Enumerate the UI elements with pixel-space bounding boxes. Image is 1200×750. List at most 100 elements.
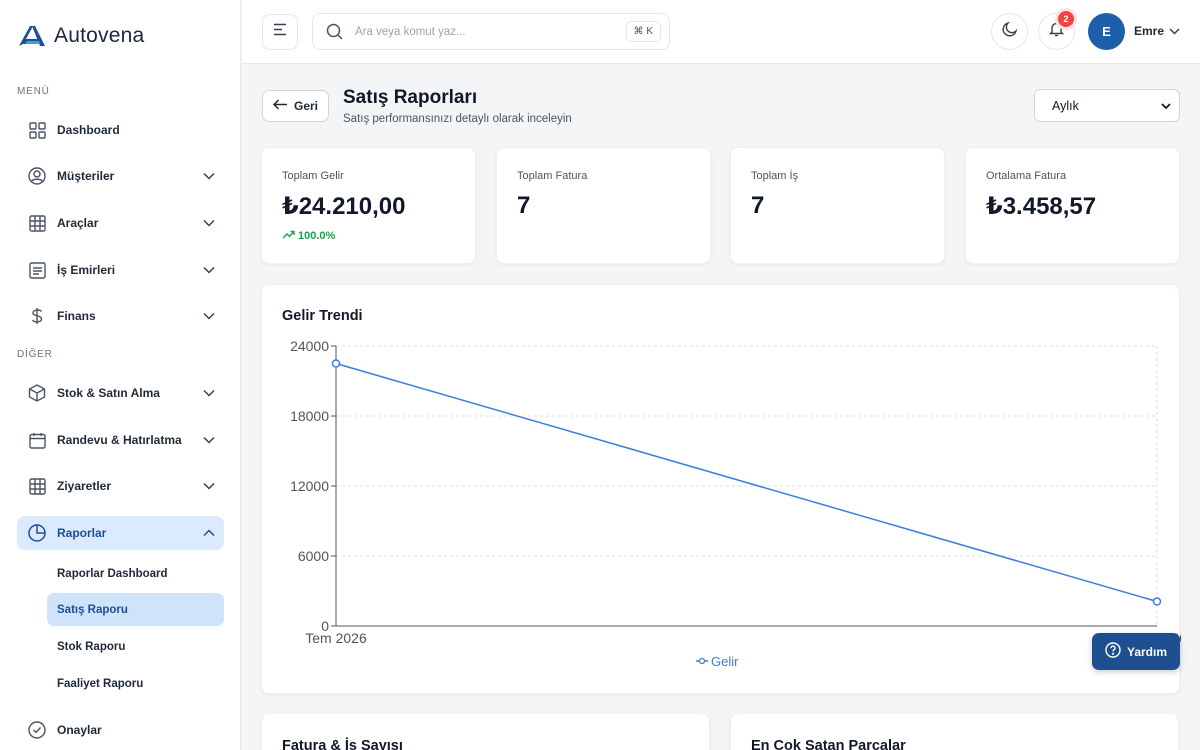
sidebar-item-randevu[interactable]: Randevu & Hatırlatma <box>17 423 224 457</box>
section-label-other: DİĞER <box>17 349 53 360</box>
grid-icon <box>17 121 57 139</box>
card-title: Fatura & İş Sayısı <box>282 738 403 750</box>
y-tick-label: 0 <box>321 618 329 634</box>
y-tick-label: 18000 <box>290 408 329 424</box>
stat-value: 7 <box>517 192 531 219</box>
sidebar-item-label: Raporlar <box>57 526 107 540</box>
avatar[interactable]: E <box>1088 13 1125 50</box>
chevron-down-icon <box>194 266 224 274</box>
arrow-left-icon <box>272 99 288 113</box>
table-icon <box>17 477 57 495</box>
x-tick-label: Tem 2026 <box>305 630 367 646</box>
sidebar-item-raporlar[interactable]: Raporlar <box>17 516 224 550</box>
sidebar-item-label: Araçlar <box>57 216 99 230</box>
chevron-down-icon <box>1161 99 1171 113</box>
sidebar-subitem-satis-raporu[interactable]: Satış Raporu <box>47 593 224 626</box>
sidebar-item-musteriler[interactable]: Müşteriler <box>17 159 224 193</box>
sidebar-item-label: Dashboard <box>57 123 120 137</box>
user-menu[interactable]: Emre <box>1134 24 1180 38</box>
page-title: Satış Raporları <box>343 87 478 108</box>
theme-toggle-button[interactable] <box>991 13 1028 50</box>
bell-icon <box>1048 21 1065 42</box>
stat-card-total-invoices: Toplam Fatura 7 <box>496 147 711 264</box>
back-button[interactable]: Geri <box>262 90 329 122</box>
page-subtitle: Satış performansınızı detaylı olarak inc… <box>343 113 572 125</box>
sidebar-subitem-faaliyet-raporu[interactable]: Faaliyet Raporu <box>57 677 144 690</box>
stat-value: 7 <box>751 192 765 219</box>
stat-title: Toplam İş <box>751 170 799 182</box>
dollar-icon <box>17 307 57 325</box>
trend-up-icon <box>282 230 295 242</box>
app-name: Autovena <box>54 24 145 47</box>
calendar-icon <box>17 432 57 449</box>
y-tick-label: 24000 <box>290 338 329 354</box>
sidebar-item-label: Randevu & Hatırlatma <box>57 433 182 447</box>
y-tick-label: 6000 <box>298 548 329 564</box>
stat-title: Ortalama Fatura <box>986 170 1067 182</box>
list-icon <box>17 261 57 279</box>
table-icon <box>17 214 57 232</box>
check-circle-icon <box>17 721 57 739</box>
sidebar-toggle-button[interactable] <box>262 14 298 50</box>
chevron-down-icon <box>194 389 224 397</box>
menu-icon <box>272 23 288 41</box>
chevron-up-icon <box>194 529 224 537</box>
top-selling-parts-card: En Çok Satan Parçalar <box>730 713 1179 750</box>
chevron-down-icon <box>1169 24 1180 38</box>
chevron-down-icon <box>194 172 224 180</box>
sidebar-subitem-raporlar-dashboard[interactable]: Raporlar Dashboard <box>57 567 168 580</box>
stat-value: ₺3.458,57 <box>986 193 1097 220</box>
data-point <box>331 359 341 368</box>
data-point <box>1152 597 1162 606</box>
sidebar-item-stok-satin-alma[interactable]: Stok & Satın Alma <box>17 376 224 410</box>
sidebar-item-label: Müşteriler <box>57 169 115 183</box>
revenue-trend-card: Gelir Trendi 0 6000 12000 18000 24000 Tem 202… <box>261 284 1181 694</box>
sidebar: Autovena MENÜ Dashboard Müşteriler Araçl… <box>0 0 241 750</box>
search-bar: ⌘ K <box>312 13 670 50</box>
chevron-down-icon <box>194 482 224 490</box>
box-icon <box>17 384 57 402</box>
stat-card-total-jobs: Toplam İş 7 <box>730 147 945 264</box>
sidebar-item-ziyaretler[interactable]: Ziyaretler <box>17 469 224 503</box>
sidebar-item-is-emirleri[interactable]: İş Emirleri <box>17 253 224 287</box>
sidebar-item-label: Finans <box>57 309 96 323</box>
user-circle-icon <box>17 167 57 185</box>
legend-label: Gelir <box>711 654 739 669</box>
help-circle-icon <box>1105 642 1121 661</box>
stat-card-total-revenue: Toplam Gelir ₺24.210,00 100.0% <box>261 147 476 264</box>
sidebar-subitem-stok-raporu[interactable]: Stok Raporu <box>57 640 126 653</box>
app-logo[interactable]: Autovena <box>18 24 144 48</box>
shortcut-hint: ⌘ K <box>625 21 661 42</box>
chevron-down-icon <box>194 312 224 320</box>
chart-title: Gelir Trendi <box>282 308 363 324</box>
invoice-job-count-card: Fatura & İş Sayısı <box>261 713 710 750</box>
sidebar-item-dashboard[interactable]: Dashboard <box>17 113 224 147</box>
sidebar-item-onaylar[interactable]: Onaylar <box>17 713 224 747</box>
sidebar-item-araclar[interactable]: Araçlar <box>17 206 224 240</box>
moon-icon <box>1002 21 1018 42</box>
back-label: Geri <box>293 99 318 113</box>
stat-title: Toplam Fatura <box>517 170 588 182</box>
sidebar-item-finans[interactable]: Finans <box>17 299 224 333</box>
stat-title: Toplam Gelir <box>282 170 344 182</box>
chevron-down-icon <box>194 219 224 227</box>
sidebar-item-label: Stok & Satın Alma <box>57 386 160 400</box>
pie-chart-icon <box>17 524 57 542</box>
section-label-menu: MENÜ <box>17 86 50 97</box>
stat-value: ₺24.210,00 <box>282 193 406 220</box>
stat-change-value: 100.0% <box>298 230 336 242</box>
legend-marker <box>698 657 706 665</box>
search-input[interactable] <box>355 25 626 38</box>
user-name: Emre <box>1134 24 1165 38</box>
notifications-button[interactable]: 2 <box>1038 11 1075 50</box>
stat-change: 100.0% <box>282 230 335 242</box>
stat-card-average-invoice: Ortalama Fatura ₺3.458,57 <box>965 147 1180 264</box>
autovena-logo-icon <box>19 26 45 46</box>
topbar: ⌘ K 2 E Emre <box>242 0 1200 64</box>
y-tick-label: 12000 <box>290 478 329 494</box>
sidebar-item-label: İş Emirleri <box>57 263 116 277</box>
period-select[interactable]: Aylık <box>1034 89 1180 122</box>
series-line-gelir <box>335 362 1158 603</box>
help-button[interactable]: Yardım <box>1092 633 1180 670</box>
